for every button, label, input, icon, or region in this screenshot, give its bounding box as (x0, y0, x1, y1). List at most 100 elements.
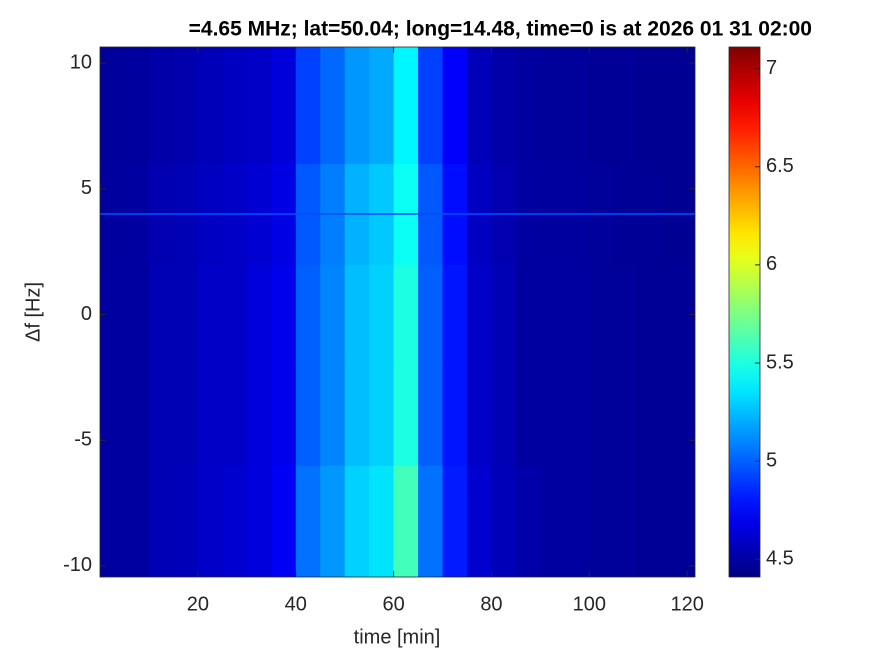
y-axis-label: Δf [Hz] (22, 282, 44, 342)
heatmap-cell (613, 47, 639, 165)
heatmap-cell (662, 364, 695, 466)
heatmap-cell (515, 264, 541, 366)
heatmap-cell (271, 465, 297, 577)
heatmap-cell (295, 264, 321, 366)
y-tick-label: 0 (81, 303, 92, 325)
heatmap-cell (197, 47, 223, 165)
heatmap-cell (564, 264, 590, 366)
heatmap-cell (393, 364, 419, 466)
heatmap-cell (564, 465, 590, 577)
heatmap-cell (491, 465, 517, 577)
heatmap-cell (271, 364, 297, 466)
y-tick-label: -5 (74, 429, 92, 451)
heatmap-cell (466, 47, 492, 165)
heatmap-cell (344, 465, 370, 577)
heatmap-cell (100, 364, 125, 466)
heatmap-cell (418, 47, 444, 165)
x-tick-label: 80 (480, 593, 502, 615)
heatmap-cell (515, 47, 541, 165)
colorbar-tick-label: 7 (766, 57, 777, 79)
heatmap-cell (369, 264, 395, 366)
x-tick-label: 60 (382, 593, 404, 615)
heatmap-cell (124, 364, 150, 466)
heatmap-cell (466, 364, 492, 466)
chart-title: =4.65 MHz; lat=50.04; long=14.48, time=0… (189, 18, 812, 41)
heatmap-cell (418, 264, 444, 366)
heatmap-cell (393, 47, 419, 165)
heatmap-cell (197, 264, 223, 366)
heatmap-cell (466, 465, 492, 577)
y-tick-label: 10 (70, 51, 92, 73)
colorbar-tick-label: 4.5 (766, 548, 794, 570)
colorbar-tick-label: 6.5 (766, 155, 794, 177)
heatmap-cell (295, 47, 321, 165)
heatmap-cell (100, 47, 125, 165)
heatmap-cell (638, 465, 664, 577)
heatmap-cell (393, 465, 419, 577)
heatmap-cell (638, 47, 664, 165)
heatmap-cell (173, 47, 199, 165)
heatmap-cell (173, 465, 199, 577)
heatmap-cell (271, 264, 297, 366)
heatmap-cell (491, 47, 517, 165)
colorbar (728, 46, 761, 578)
axes-box (99, 46, 696, 578)
heatmap-cell (662, 465, 695, 577)
heatmap-cell (246, 364, 272, 466)
heatmap-cell (124, 264, 150, 366)
heatmap-cell (295, 364, 321, 466)
heatmap-cell (173, 364, 199, 466)
colorbar-tick-label: 6 (766, 253, 777, 275)
heatmap-cell (124, 465, 150, 577)
heatmap-cell (589, 264, 615, 366)
heatmap-cell (369, 465, 395, 577)
heatmap-cell (466, 264, 492, 366)
heatmap-cell (515, 364, 541, 466)
heatmap-cell (197, 465, 223, 577)
heatmap-cell (124, 47, 150, 165)
heatmap-cell (271, 47, 297, 165)
heatmap (100, 47, 695, 577)
heatmap-cell (148, 465, 174, 577)
heatmap-cell (222, 465, 248, 577)
heatmap-cell (246, 465, 272, 577)
heatmap-cell (442, 264, 468, 366)
heatmap-cell (320, 364, 346, 466)
heatmap-cell (148, 47, 174, 165)
heatmap-cell (197, 364, 223, 466)
colorbar-tick-label: 5.5 (766, 351, 794, 373)
x-tick-label: 120 (670, 593, 703, 615)
heatmap-cell (589, 47, 615, 165)
heatmap-cell (100, 465, 125, 577)
y-tick-label: -10 (63, 554, 92, 576)
heatmap-cell (540, 465, 566, 577)
heatmap-cell (344, 364, 370, 466)
heatmap-cell (148, 364, 174, 466)
heatmap-cell (369, 47, 395, 165)
heatmap-cell (320, 264, 346, 366)
heatmap-cell (222, 47, 248, 165)
x-axis-label: time [min] (354, 626, 441, 648)
x-tick-label: 20 (187, 593, 209, 615)
heatmap-cell (589, 465, 615, 577)
heatmap-cell (491, 264, 517, 366)
heatmap-cell (369, 364, 395, 466)
heatmap-cell (540, 364, 566, 466)
heatmap-cell (418, 465, 444, 577)
heatmap-cell (442, 47, 468, 165)
heatmap-cell (320, 465, 346, 577)
heatmap-cell (540, 264, 566, 366)
x-tick-label: 40 (285, 593, 307, 615)
colorbar-tick-label: 5 (766, 449, 777, 471)
heatmap-cell (564, 47, 590, 165)
heatmap-cell (295, 465, 321, 577)
heatmap-cell (564, 364, 590, 466)
heatmap-cell (613, 264, 639, 366)
heatmap-cell (344, 47, 370, 165)
heatmap-cell (246, 47, 272, 165)
heatmap-cell (222, 264, 248, 366)
heatmap-cell (442, 364, 468, 466)
heatmap-cell (418, 364, 444, 466)
heatmap-cell (638, 364, 664, 466)
